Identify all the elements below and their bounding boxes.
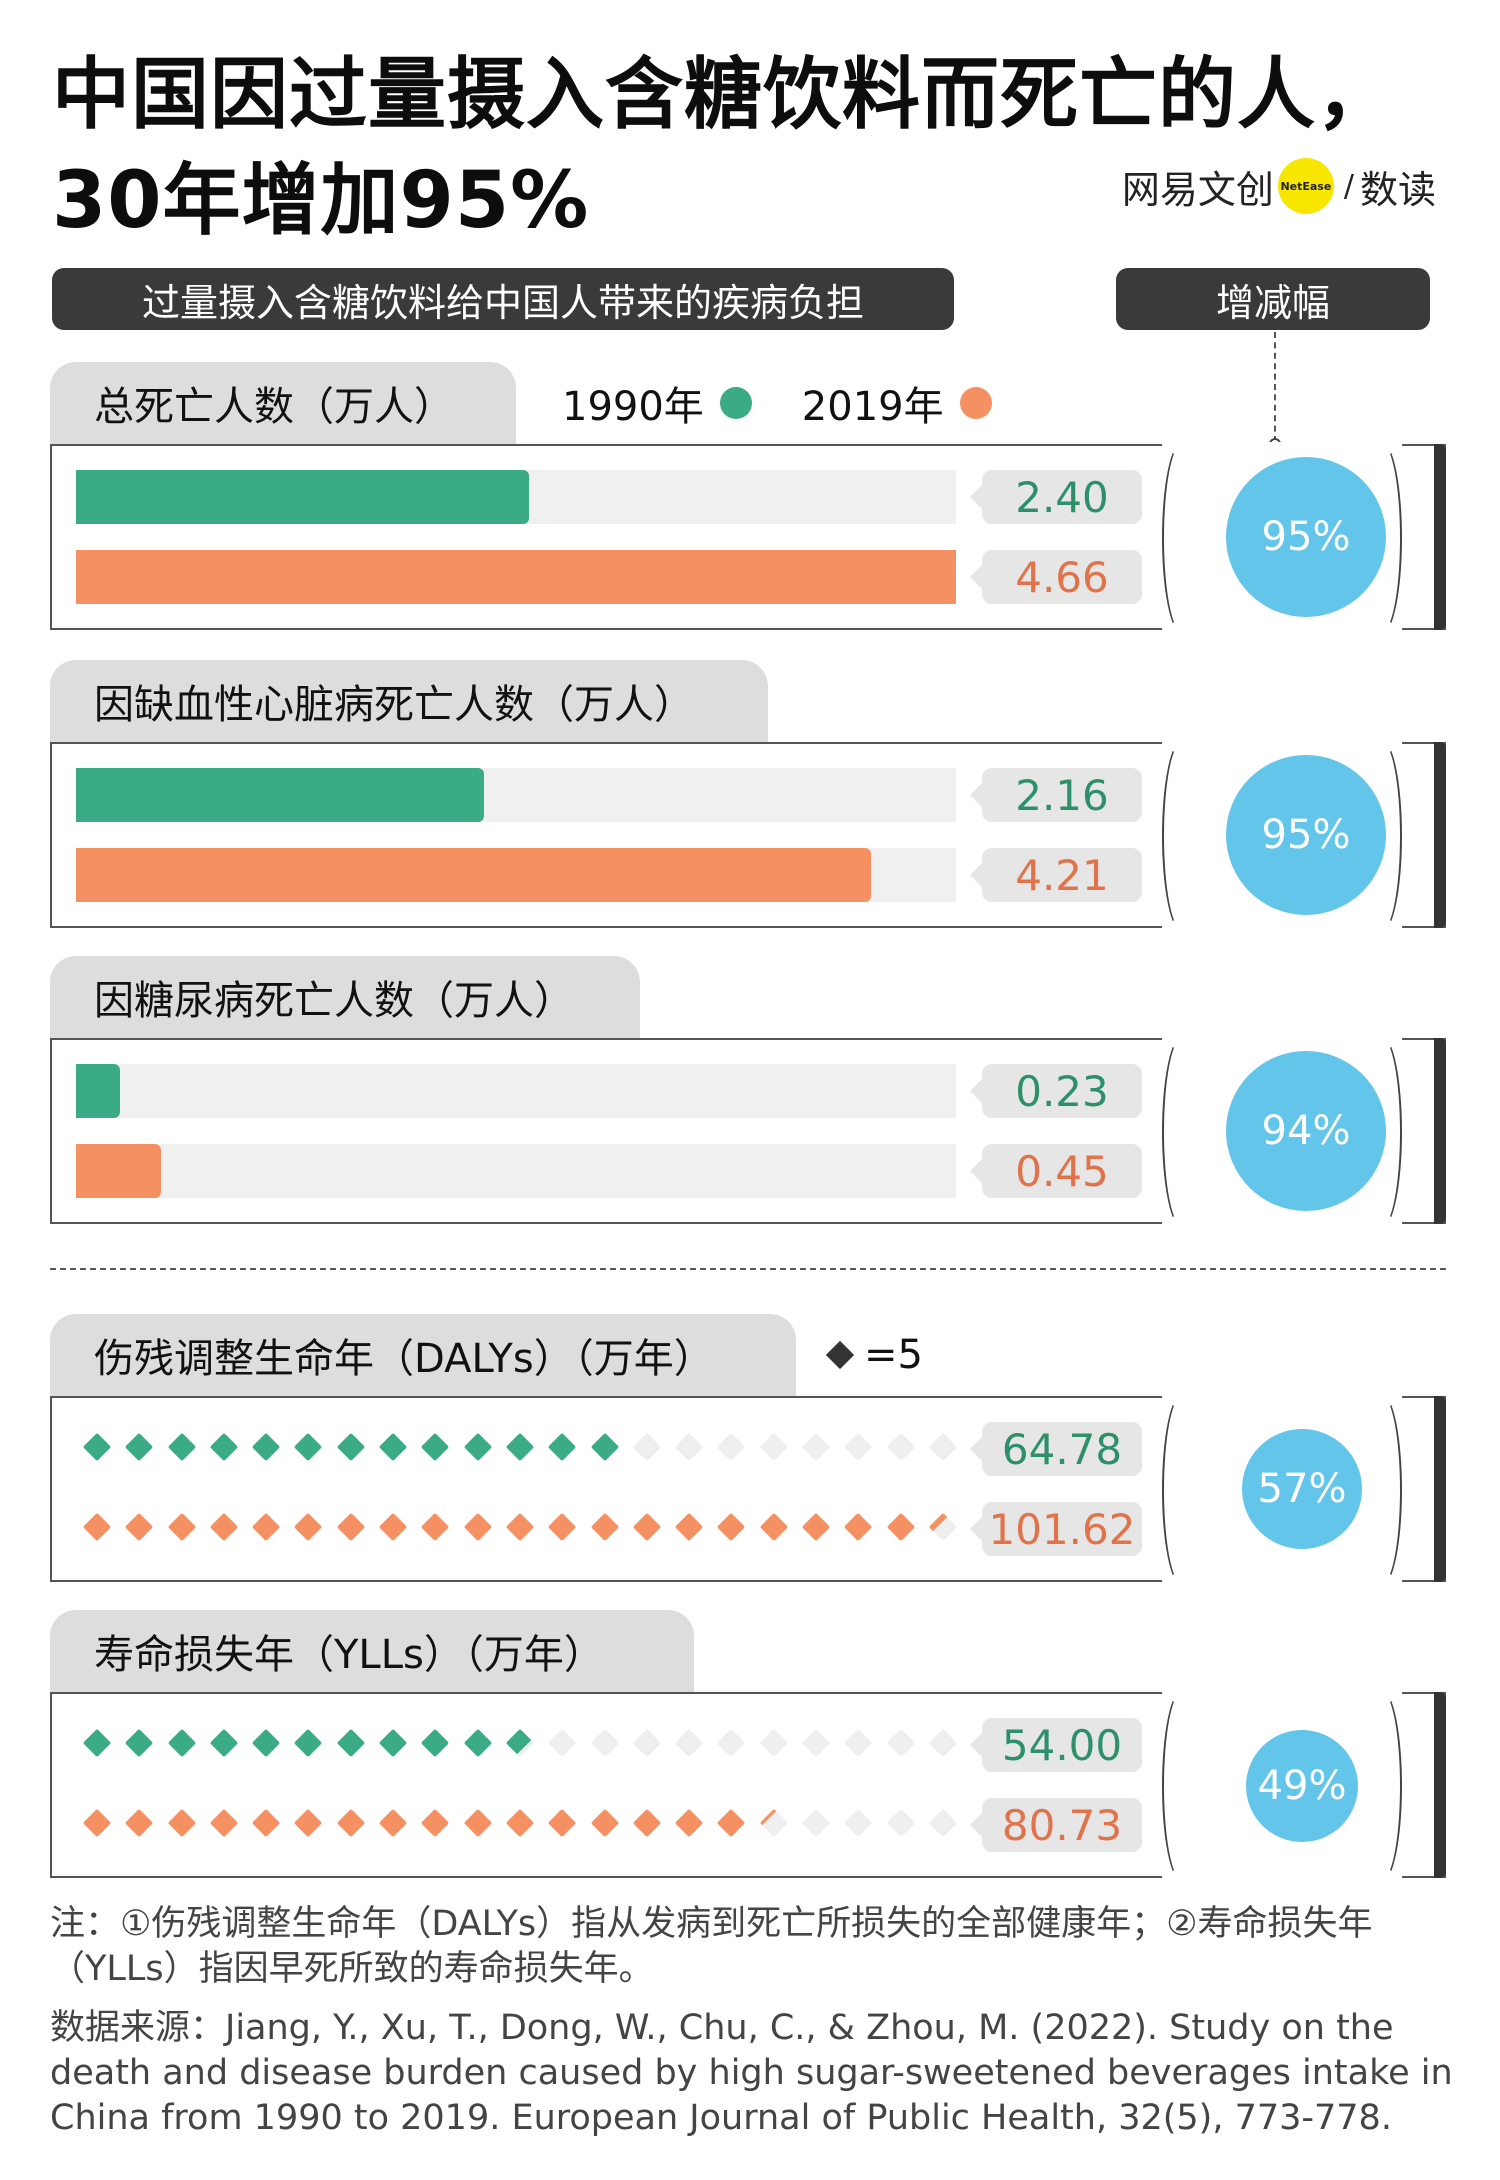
bar-track-2019 <box>76 550 956 604</box>
arc-left <box>1162 740 1202 932</box>
arc-left <box>1162 442 1202 634</box>
brand-logo: 网易文创 NetEase / 数读 <box>1122 158 1436 214</box>
section-ylls: 寿命损失年（YLLs）（万年） 54.00 80.73 49% <box>50 1610 1446 1882</box>
change-indicator: 95% <box>1162 740 1402 932</box>
bar-track-1990 <box>76 768 956 822</box>
section-edge <box>1434 444 1446 630</box>
arc-right <box>1362 740 1402 932</box>
change-indicator: 57% <box>1162 1394 1402 1586</box>
bar-track-2019 <box>76 848 956 902</box>
arc-right <box>1362 1394 1402 1586</box>
arc-left <box>1162 1394 1202 1586</box>
change-circle: 94% <box>1226 1051 1386 1211</box>
bar-track-1990 <box>76 470 956 524</box>
arc-right <box>1362 442 1402 634</box>
value-2019: 4.66 <box>970 550 1142 604</box>
section-diabetes-deaths: 因糖尿病死亡人数（万人） 0.23 0.45 94% <box>50 956 1446 1228</box>
value-1990: 2.16 <box>970 768 1142 822</box>
section-box: 2.40 4.66 95% <box>50 442 1446 634</box>
change-circle: 49% <box>1246 1730 1358 1842</box>
bar-1990 <box>76 768 484 822</box>
section-edge <box>1434 742 1446 928</box>
legend: 1990年 2019年 <box>562 362 1042 444</box>
legend-dot-orange-icon <box>959 387 992 419</box>
section-box: 2.16 4.21 95% <box>50 740 1446 932</box>
section-dalys: 伤残调整生命年（DALYs）（万年） =5 64.78 101.62 57% <box>50 1314 1446 1586</box>
bar-track-1990 <box>76 1064 956 1118</box>
bar-2019 <box>76 848 871 902</box>
title-line-2: 30年增加95% <box>52 156 590 246</box>
value-1990: 2.40 <box>970 470 1142 524</box>
value-2019: 80.73 <box>970 1798 1142 1852</box>
legend-dot-green-icon <box>719 387 752 419</box>
page-title: 中国因过量摄入含糖饮料而死亡的人， 30年增加95% <box>52 42 1395 254</box>
data-source: 数据来源：Jiang, Y., Xu, T., Dong, W., Chu, C… <box>50 2008 1453 2138</box>
section-label: 因糖尿病死亡人数（万人） <box>50 956 640 1038</box>
arc-right <box>1362 1036 1402 1228</box>
diamond-icon <box>825 1340 855 1370</box>
section-total-deaths: 总死亡人数（万人） 1990年 2019年 2.40 4.66 95% <box>50 362 1446 634</box>
section-edge <box>1434 1692 1446 1878</box>
value-1990: 54.00 <box>970 1718 1142 1772</box>
section-ihd-deaths: 因缺血性心脏病死亡人数（万人） 2.16 4.21 95% <box>50 660 1446 932</box>
section-label: 伤残调整生命年（DALYs）（万年） <box>50 1314 796 1396</box>
arc-left <box>1162 1036 1202 1228</box>
change-indicator: 94% <box>1162 1036 1402 1228</box>
brand-badge-icon: NetEase <box>1277 158 1334 214</box>
dashed-connector <box>1274 332 1276 442</box>
section-divider <box>50 1268 1446 1272</box>
diamond-legend: =5 <box>825 1314 923 1396</box>
change-header-banner: 增减幅 <box>1116 268 1430 330</box>
change-indicator: 49% <box>1162 1690 1402 1882</box>
brand-name: 网易文创 <box>1121 167 1274 212</box>
diamond-unit: =5 <box>864 1332 923 1378</box>
legend-1990: 1990年 <box>562 384 704 430</box>
section-edge <box>1434 1038 1446 1224</box>
arc-right <box>1362 1690 1402 1882</box>
section-box: 64.78 101.62 57% <box>50 1394 1446 1586</box>
value-1990: 64.78 <box>970 1422 1142 1476</box>
value-2019: 0.45 <box>970 1144 1142 1198</box>
change-circle: 95% <box>1226 755 1386 915</box>
bar-1990 <box>76 1064 120 1118</box>
brand-sub: 数读 <box>1359 167 1436 212</box>
section-edge <box>1434 1396 1446 1582</box>
change-indicator: 95% <box>1162 442 1402 634</box>
section-box: 0.23 0.45 94% <box>50 1036 1446 1228</box>
arc-left <box>1162 1690 1202 1882</box>
bar-1990 <box>76 470 529 524</box>
section-label: 总死亡人数（万人） <box>50 362 516 444</box>
brand-separator: / <box>1343 168 1354 204</box>
title-line-1: 中国因过量摄入含糖饮料而死亡的人， <box>52 50 1396 140</box>
bar-2019 <box>76 550 956 604</box>
value-2019: 101.62 <box>970 1502 1142 1556</box>
section-box: 54.00 80.73 49% <box>50 1690 1446 1882</box>
legend-2019: 2019年 <box>801 384 944 430</box>
chart-title-banner: 过量摄入含糖饮料给中国人带来的疾病负担 <box>52 268 954 330</box>
value-1990: 0.23 <box>970 1064 1142 1118</box>
bar-track-2019 <box>76 1144 956 1198</box>
change-circle: 95% <box>1226 457 1386 617</box>
diamond-row-2019 <box>78 1804 966 1846</box>
diamond-row-1990 <box>78 1428 966 1470</box>
value-2019: 4.21 <box>970 848 1142 902</box>
diamond-row-2019 <box>78 1508 966 1550</box>
bar-2019 <box>76 1144 161 1198</box>
section-label: 因缺血性心脏病死亡人数（万人） <box>50 660 768 742</box>
diamond-row-1990 <box>78 1724 966 1766</box>
footnote: 注：①伤残调整生命年（DALYs）指从发病到死亡所损失的全部健康年；②寿命损失年… <box>50 1904 1373 1989</box>
section-label: 寿命损失年（YLLs）（万年） <box>50 1610 694 1692</box>
change-circle: 57% <box>1242 1429 1362 1549</box>
